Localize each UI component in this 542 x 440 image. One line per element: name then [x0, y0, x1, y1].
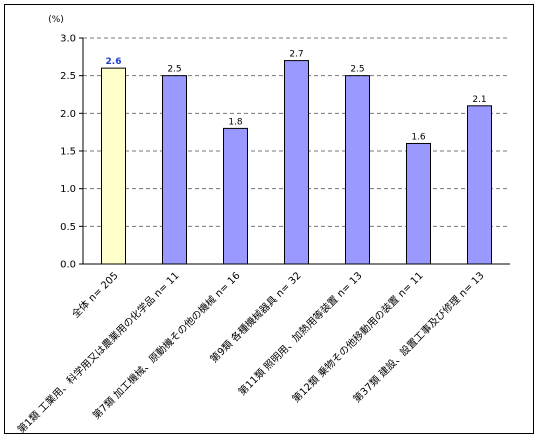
y-tick-label: 1.5	[60, 147, 76, 158]
data-label: 1.8	[228, 117, 243, 127]
data-label: 2.7	[289, 50, 303, 60]
y-tick-label: 1.0	[60, 184, 76, 195]
y-tick-label: 2.0	[60, 109, 76, 120]
data-label: 2.1	[472, 95, 486, 105]
y-tick-label: 0.5	[60, 222, 76, 233]
bar	[406, 142, 431, 265]
data-labels: 2.6 2.5 1.8 2.7 2.5 1.6 2.1	[106, 50, 487, 143]
category-label: 第12類 乗物その他移動用の装置 n= 11	[289, 269, 425, 405]
bar	[284, 60, 309, 265]
y-tick-label: 2.5	[60, 71, 76, 82]
category-label: 全体 n= 205	[69, 269, 121, 321]
bar-total	[101, 67, 126, 265]
bar	[162, 75, 187, 265]
data-label: 1.6	[411, 132, 426, 142]
y-tick-labels: 0.0 0.5 1.0 1.5 2.0 2.5 3.0	[60, 34, 76, 271]
category-label: 第37類 建設、設置工事及び修理 n= 13	[350, 269, 486, 405]
y-tick-label: 3.0	[60, 34, 76, 45]
data-label: 2.5	[350, 65, 364, 75]
bars	[101, 60, 492, 265]
bar	[345, 75, 370, 265]
y-unit-label: (%)	[48, 15, 64, 25]
category-label: 第11類 照明用、加熱用等装置 n= 13	[235, 269, 364, 398]
data-label: 2.5	[167, 65, 181, 75]
bar	[467, 105, 492, 265]
data-label: 2.6	[106, 57, 122, 67]
bar	[223, 127, 248, 265]
y-tick-label: 0.0	[60, 260, 76, 271]
